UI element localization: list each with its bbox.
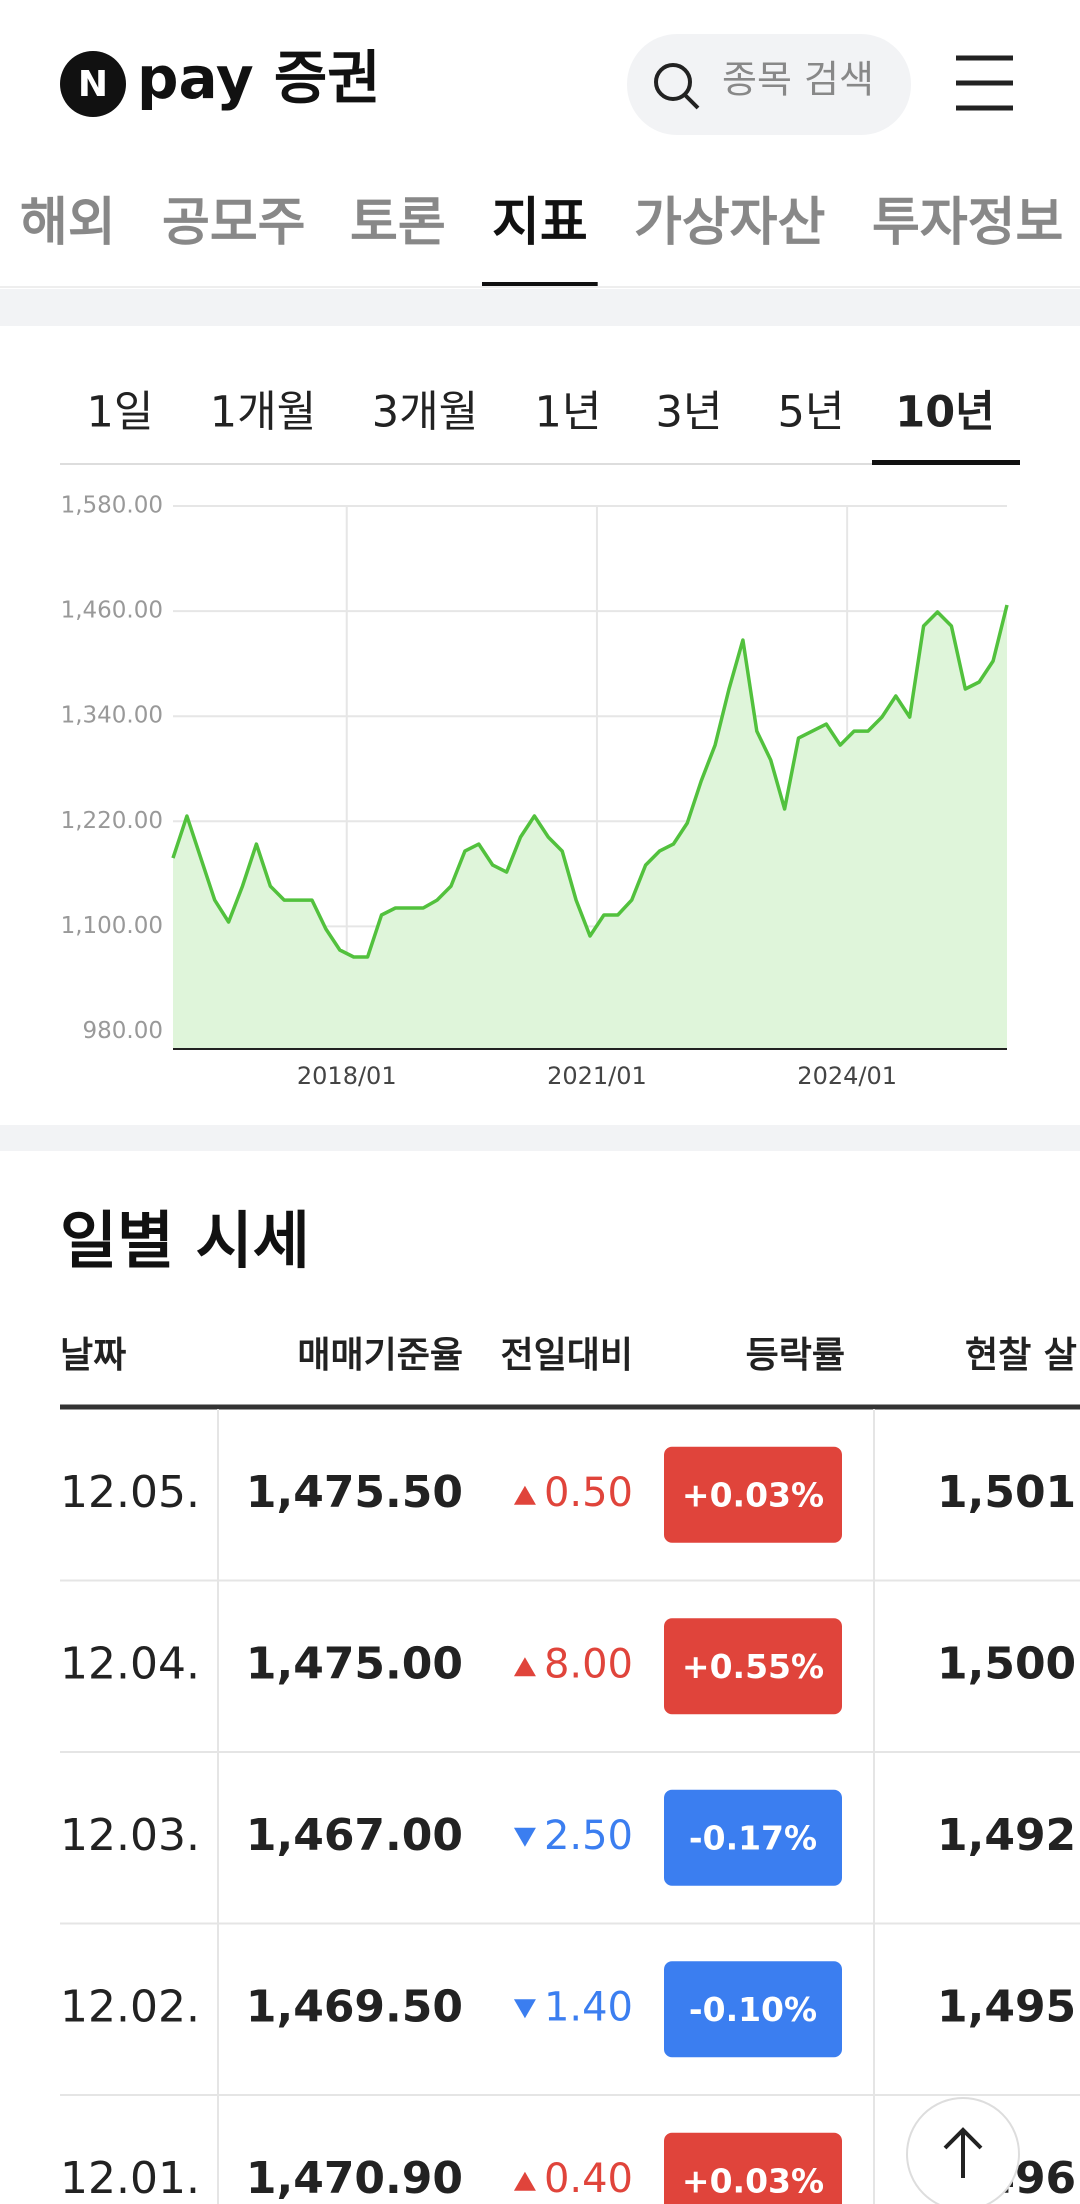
cash-cell: 1,495.21	[937, 1981, 1080, 2032]
line-series	[171, 604, 1009, 959]
tab-underline	[482, 282, 598, 287]
up-arrow	[513, 1657, 536, 1677]
date-cell: 12.02.	[60, 1981, 200, 2032]
period-tab[interactable]: 1개월	[210, 388, 316, 438]
cash-cell: 1,501.32	[937, 1467, 1080, 1518]
search-placeholder: 종목 검색	[722, 58, 874, 102]
change-badge	[664, 1618, 842, 1715]
rate-cell: 1,470.90	[246, 2153, 463, 2204]
column-header: 전일대비	[501, 1335, 633, 1376]
logo-mark: N	[78, 64, 108, 105]
search-icon	[683, 93, 700, 110]
y-tick-label: 1,340.00	[61, 703, 163, 729]
cash-cell: 1,500.81	[937, 1638, 1080, 1689]
column-header: 매매기준율	[297, 1335, 463, 1376]
y-tick-label: 1,580.00	[61, 493, 163, 519]
period-underline	[872, 460, 1020, 465]
date-cell: 12.03.	[60, 1810, 200, 1861]
date-cell: 12.05.	[60, 1467, 200, 1518]
date-cell: 12.04.	[60, 1638, 200, 1689]
scroll-top-icon	[943, 2127, 983, 2178]
nav-tab[interactable]: 토론	[350, 193, 446, 253]
change-cell: 0.50	[544, 1470, 633, 1516]
y-tick-label: 980.00	[83, 1018, 163, 1044]
y-tick-label: 1,100.00	[61, 913, 163, 939]
cash-cell: 1,492.67	[937, 1810, 1080, 1861]
pct-cell: -0.17%	[689, 1818, 817, 1857]
up-arrow	[513, 1485, 536, 1505]
period-tab[interactable]: 10년	[895, 388, 994, 438]
change-badge	[664, 2132, 842, 2204]
rate-cell: 1,467.00	[246, 1810, 463, 1861]
logo-circle	[60, 51, 126, 117]
x-tick-label: 2021/01	[547, 1062, 647, 1090]
period-tab[interactable]: 3년	[656, 388, 723, 438]
column-header: 날짜	[60, 1335, 126, 1376]
date-cell: 12.01.	[60, 2153, 200, 2204]
menu-button[interactable]	[956, 55, 1013, 111]
column-header: 현찰 살	[965, 1335, 1077, 1376]
nav-tab[interactable]: 지표	[492, 193, 588, 253]
change-badge	[664, 1789, 842, 1886]
y-tick-label: 1,220.00	[61, 808, 163, 834]
rate-cell: 1,475.00	[246, 1638, 463, 1689]
y-tick-label: 1,460.00	[61, 598, 163, 624]
search-box[interactable]	[627, 34, 911, 135]
section-gap	[0, 1125, 1080, 1151]
up-arrow	[513, 2171, 536, 2191]
rate-cell: 1,475.50	[246, 1467, 463, 1518]
pct-cell: +0.03%	[682, 1475, 824, 1514]
period-tab[interactable]: 1일	[87, 388, 154, 438]
down-arrow	[513, 1999, 536, 2019]
pct-cell: -0.10%	[689, 1990, 817, 2029]
change-cell: 8.00	[544, 1641, 633, 1687]
period-tab[interactable]: 1년	[535, 388, 602, 438]
nav-tab[interactable]: 공모주	[162, 193, 306, 253]
change-cell: 0.40	[544, 2156, 633, 2202]
nav-tab[interactable]: 해외	[20, 193, 116, 253]
x-tick-label: 2018/01	[297, 1062, 397, 1090]
change-cell: 1.40	[544, 1984, 633, 2030]
change-cell: 2.50	[544, 1813, 633, 1859]
line-area	[173, 605, 1007, 1049]
pct-cell: +0.03%	[682, 2161, 824, 2200]
change-badge	[664, 1961, 842, 2058]
nav-tab[interactable]: 가상자산	[634, 193, 825, 253]
column-header: 등락률	[746, 1335, 845, 1376]
table-title: 일별 시세	[60, 1204, 310, 1277]
x-tick-label: 2024/01	[797, 1062, 897, 1090]
down-arrow	[513, 1827, 536, 1847]
search-icon	[654, 63, 692, 101]
period-tab[interactable]: 3개월	[372, 388, 478, 438]
logo-text: pay 증권	[137, 44, 381, 112]
rate-cell: 1,469.50	[246, 1981, 463, 2032]
section-gap	[0, 289, 1080, 326]
period-tab[interactable]: 5년	[778, 388, 845, 438]
nav-tab[interactable]: 투자정보	[872, 193, 1063, 253]
pct-cell: +0.55%	[682, 1647, 824, 1686]
change-badge	[664, 1446, 842, 1543]
